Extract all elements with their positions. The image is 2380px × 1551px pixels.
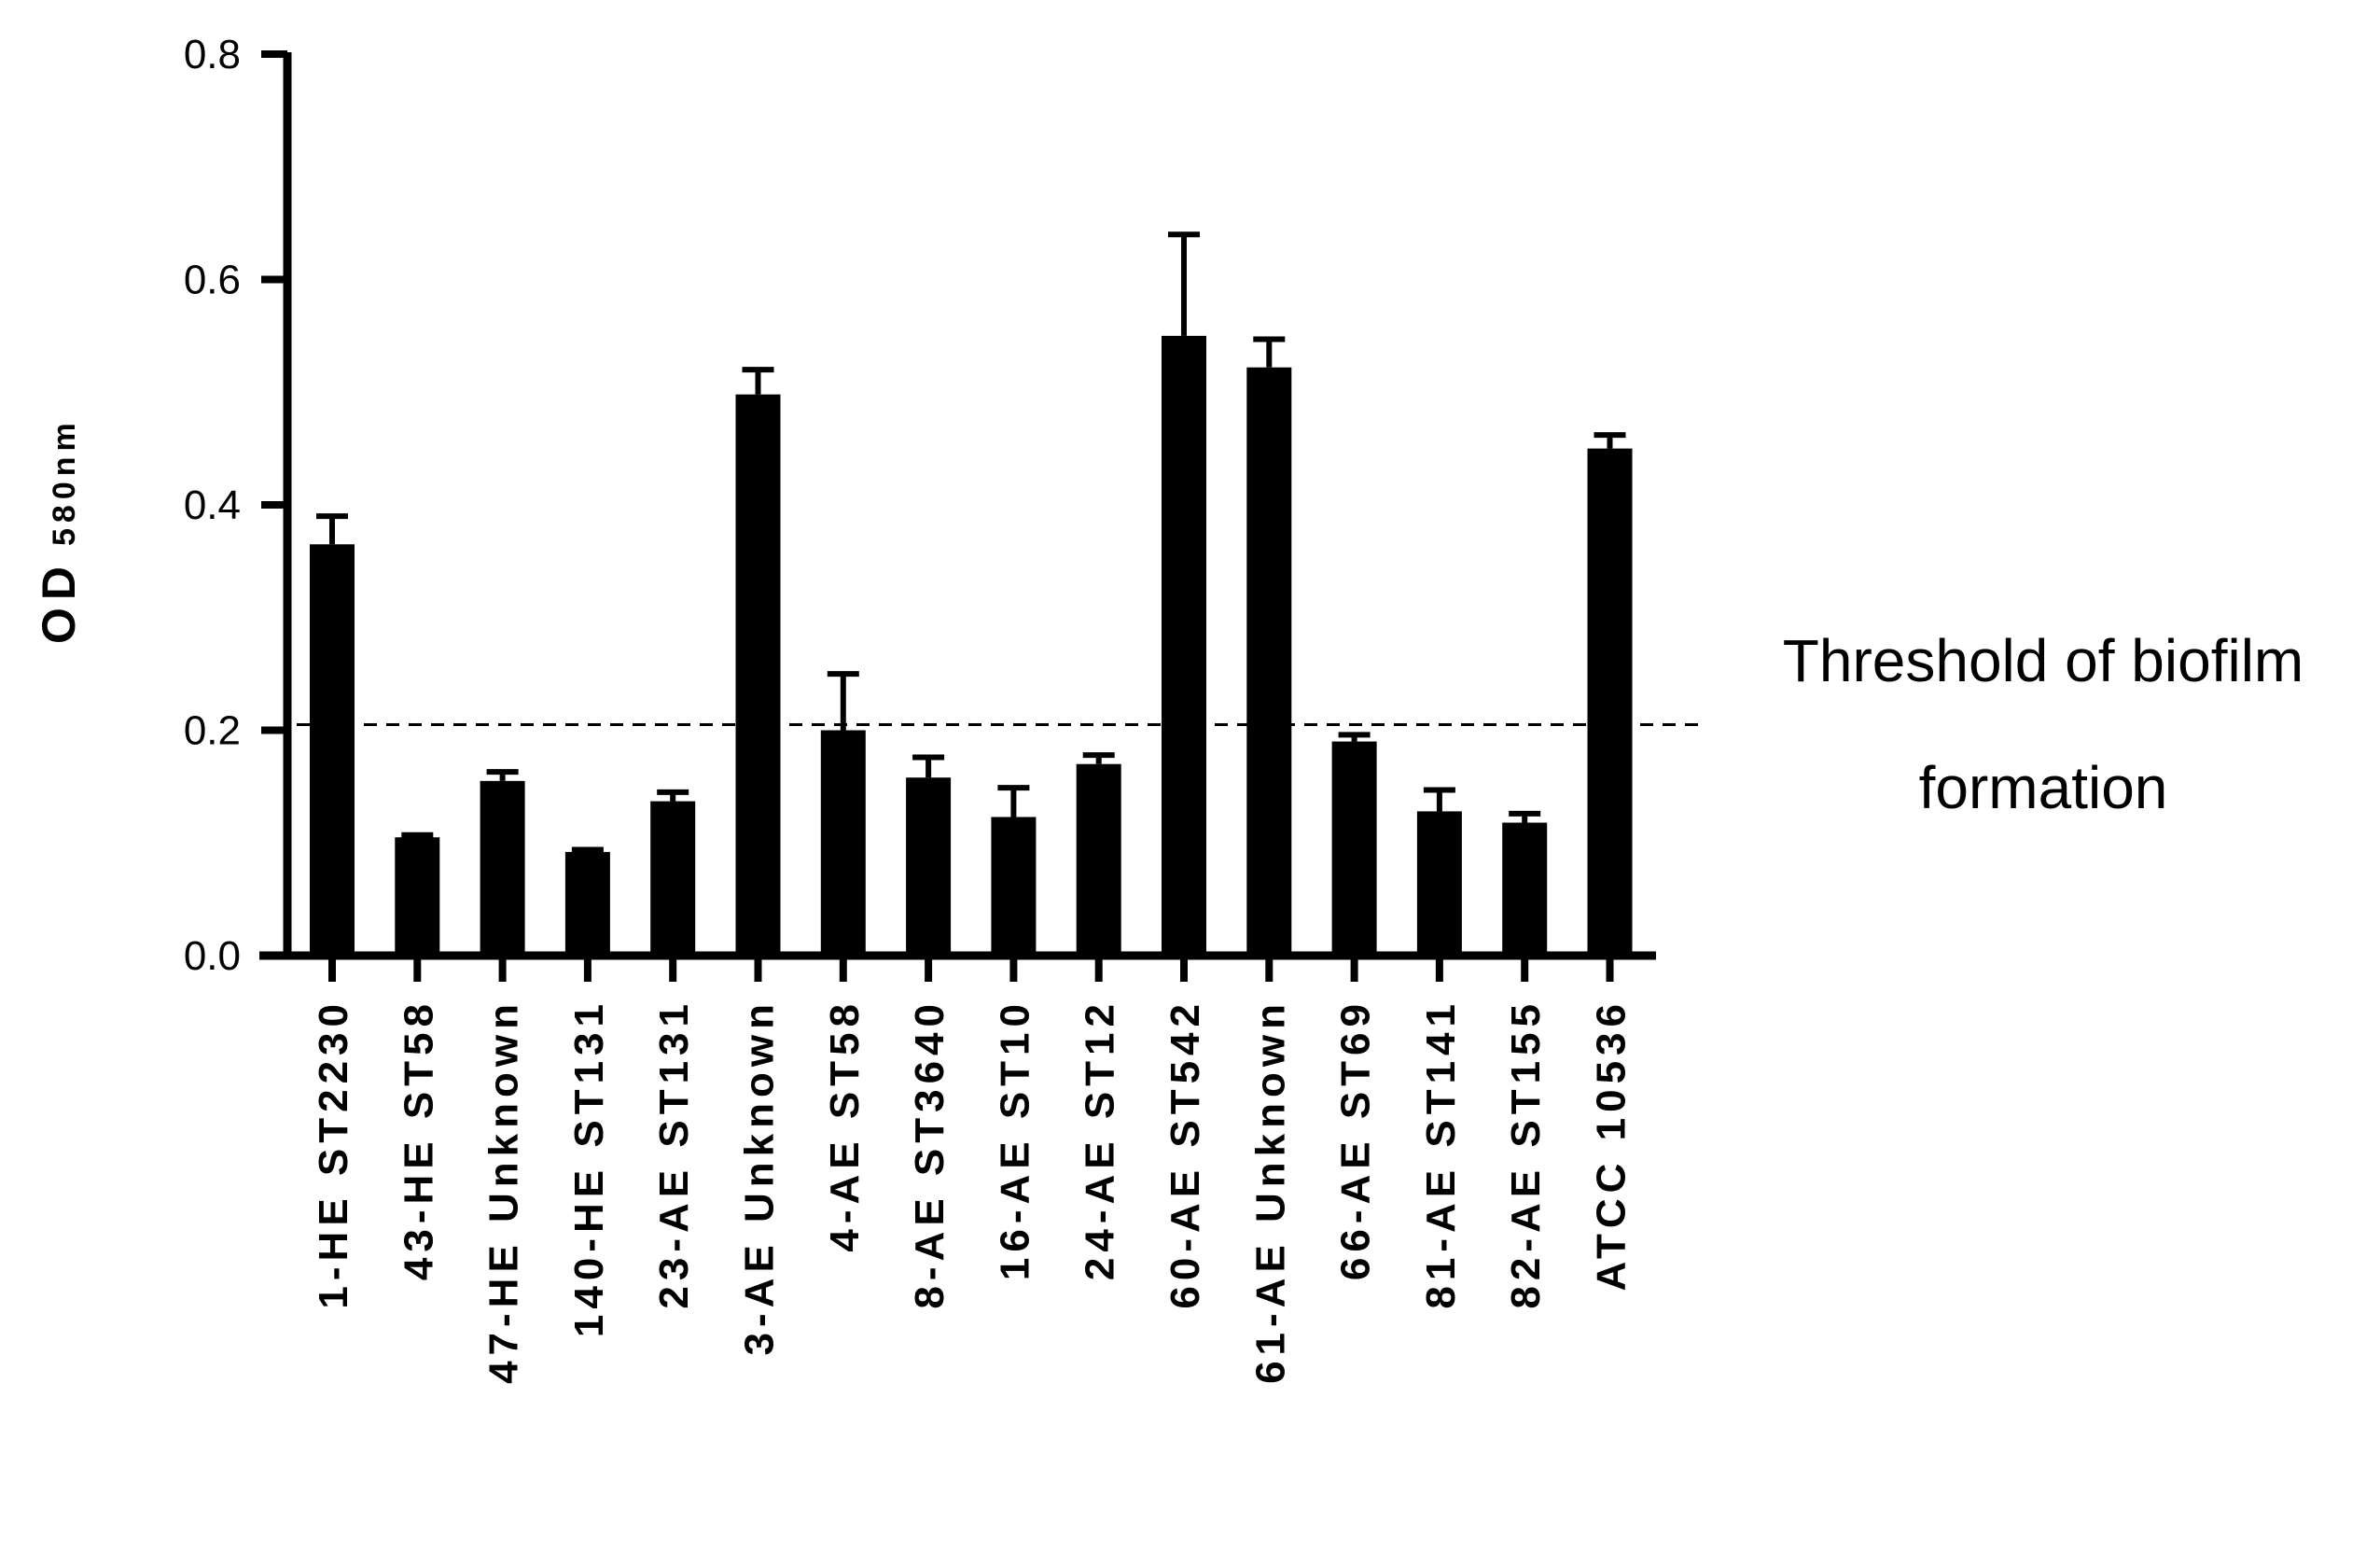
x-tick-label: 8-AE ST3640: [907, 999, 953, 1309]
x-tick-label: 66-AE ST69: [1333, 999, 1379, 1280]
y-tick-label: 0.0: [184, 933, 241, 979]
y-tick-label: 0.4: [184, 482, 241, 528]
bar: [1416, 811, 1462, 956]
bar: [906, 777, 952, 956]
x-tick-label: 140-HE ST131: [566, 999, 612, 1337]
x-tick-label: 1-HE ST2230: [311, 999, 356, 1309]
y-tick-label: 0.8: [184, 32, 241, 77]
bar: [310, 544, 355, 956]
y-axis-label: OD580nm: [33, 417, 85, 644]
bar: [1246, 367, 1292, 956]
axes: 0.0 0.2 0.4 0.6 0.8 1-HE ST2230 43-HE ST58 47-H…: [184, 32, 1656, 1384]
bar: [1076, 763, 1121, 956]
x-tick-label: 16-AE ST10: [992, 999, 1037, 1280]
threshold-label-line1: Threshold of biofilm: [1783, 627, 2303, 694]
bar: [735, 394, 781, 956]
y-tick-label: 0.6: [184, 258, 241, 303]
x-tick-label: 3-AE Unknown: [737, 999, 783, 1355]
bar: [991, 817, 1037, 956]
bar: [1162, 335, 1206, 956]
x-tick-label: 47-HE Unknown: [481, 999, 527, 1384]
x-tick-label: 4-AE ST58: [822, 999, 868, 1252]
bar: [1502, 822, 1548, 956]
x-tick-label: 43-HE ST58: [396, 999, 441, 1280]
x-tick-label: 61-AE Unknown: [1247, 999, 1293, 1384]
threshold-label-line2: formation: [1919, 754, 2168, 821]
bar: [1587, 448, 1633, 956]
x-tick-label: 60-AE ST542: [1162, 999, 1208, 1309]
x-tick-label: 82-AE ST155: [1503, 999, 1549, 1309]
y-tick-label: 0.2: [184, 708, 241, 754]
bar: [820, 730, 866, 956]
bar: [564, 851, 610, 956]
bar: [1331, 741, 1377, 956]
bar: [395, 837, 440, 956]
bar: [480, 780, 525, 956]
bar: [650, 801, 696, 956]
x-tick-label: 24-AE ST12: [1078, 999, 1123, 1280]
x-tick-label: 81-AE ST141: [1418, 999, 1464, 1309]
x-tick-label: 23-AE ST131: [651, 999, 697, 1309]
x-tick-label: ATCC 10536: [1589, 999, 1635, 1292]
bars: [310, 231, 1633, 956]
